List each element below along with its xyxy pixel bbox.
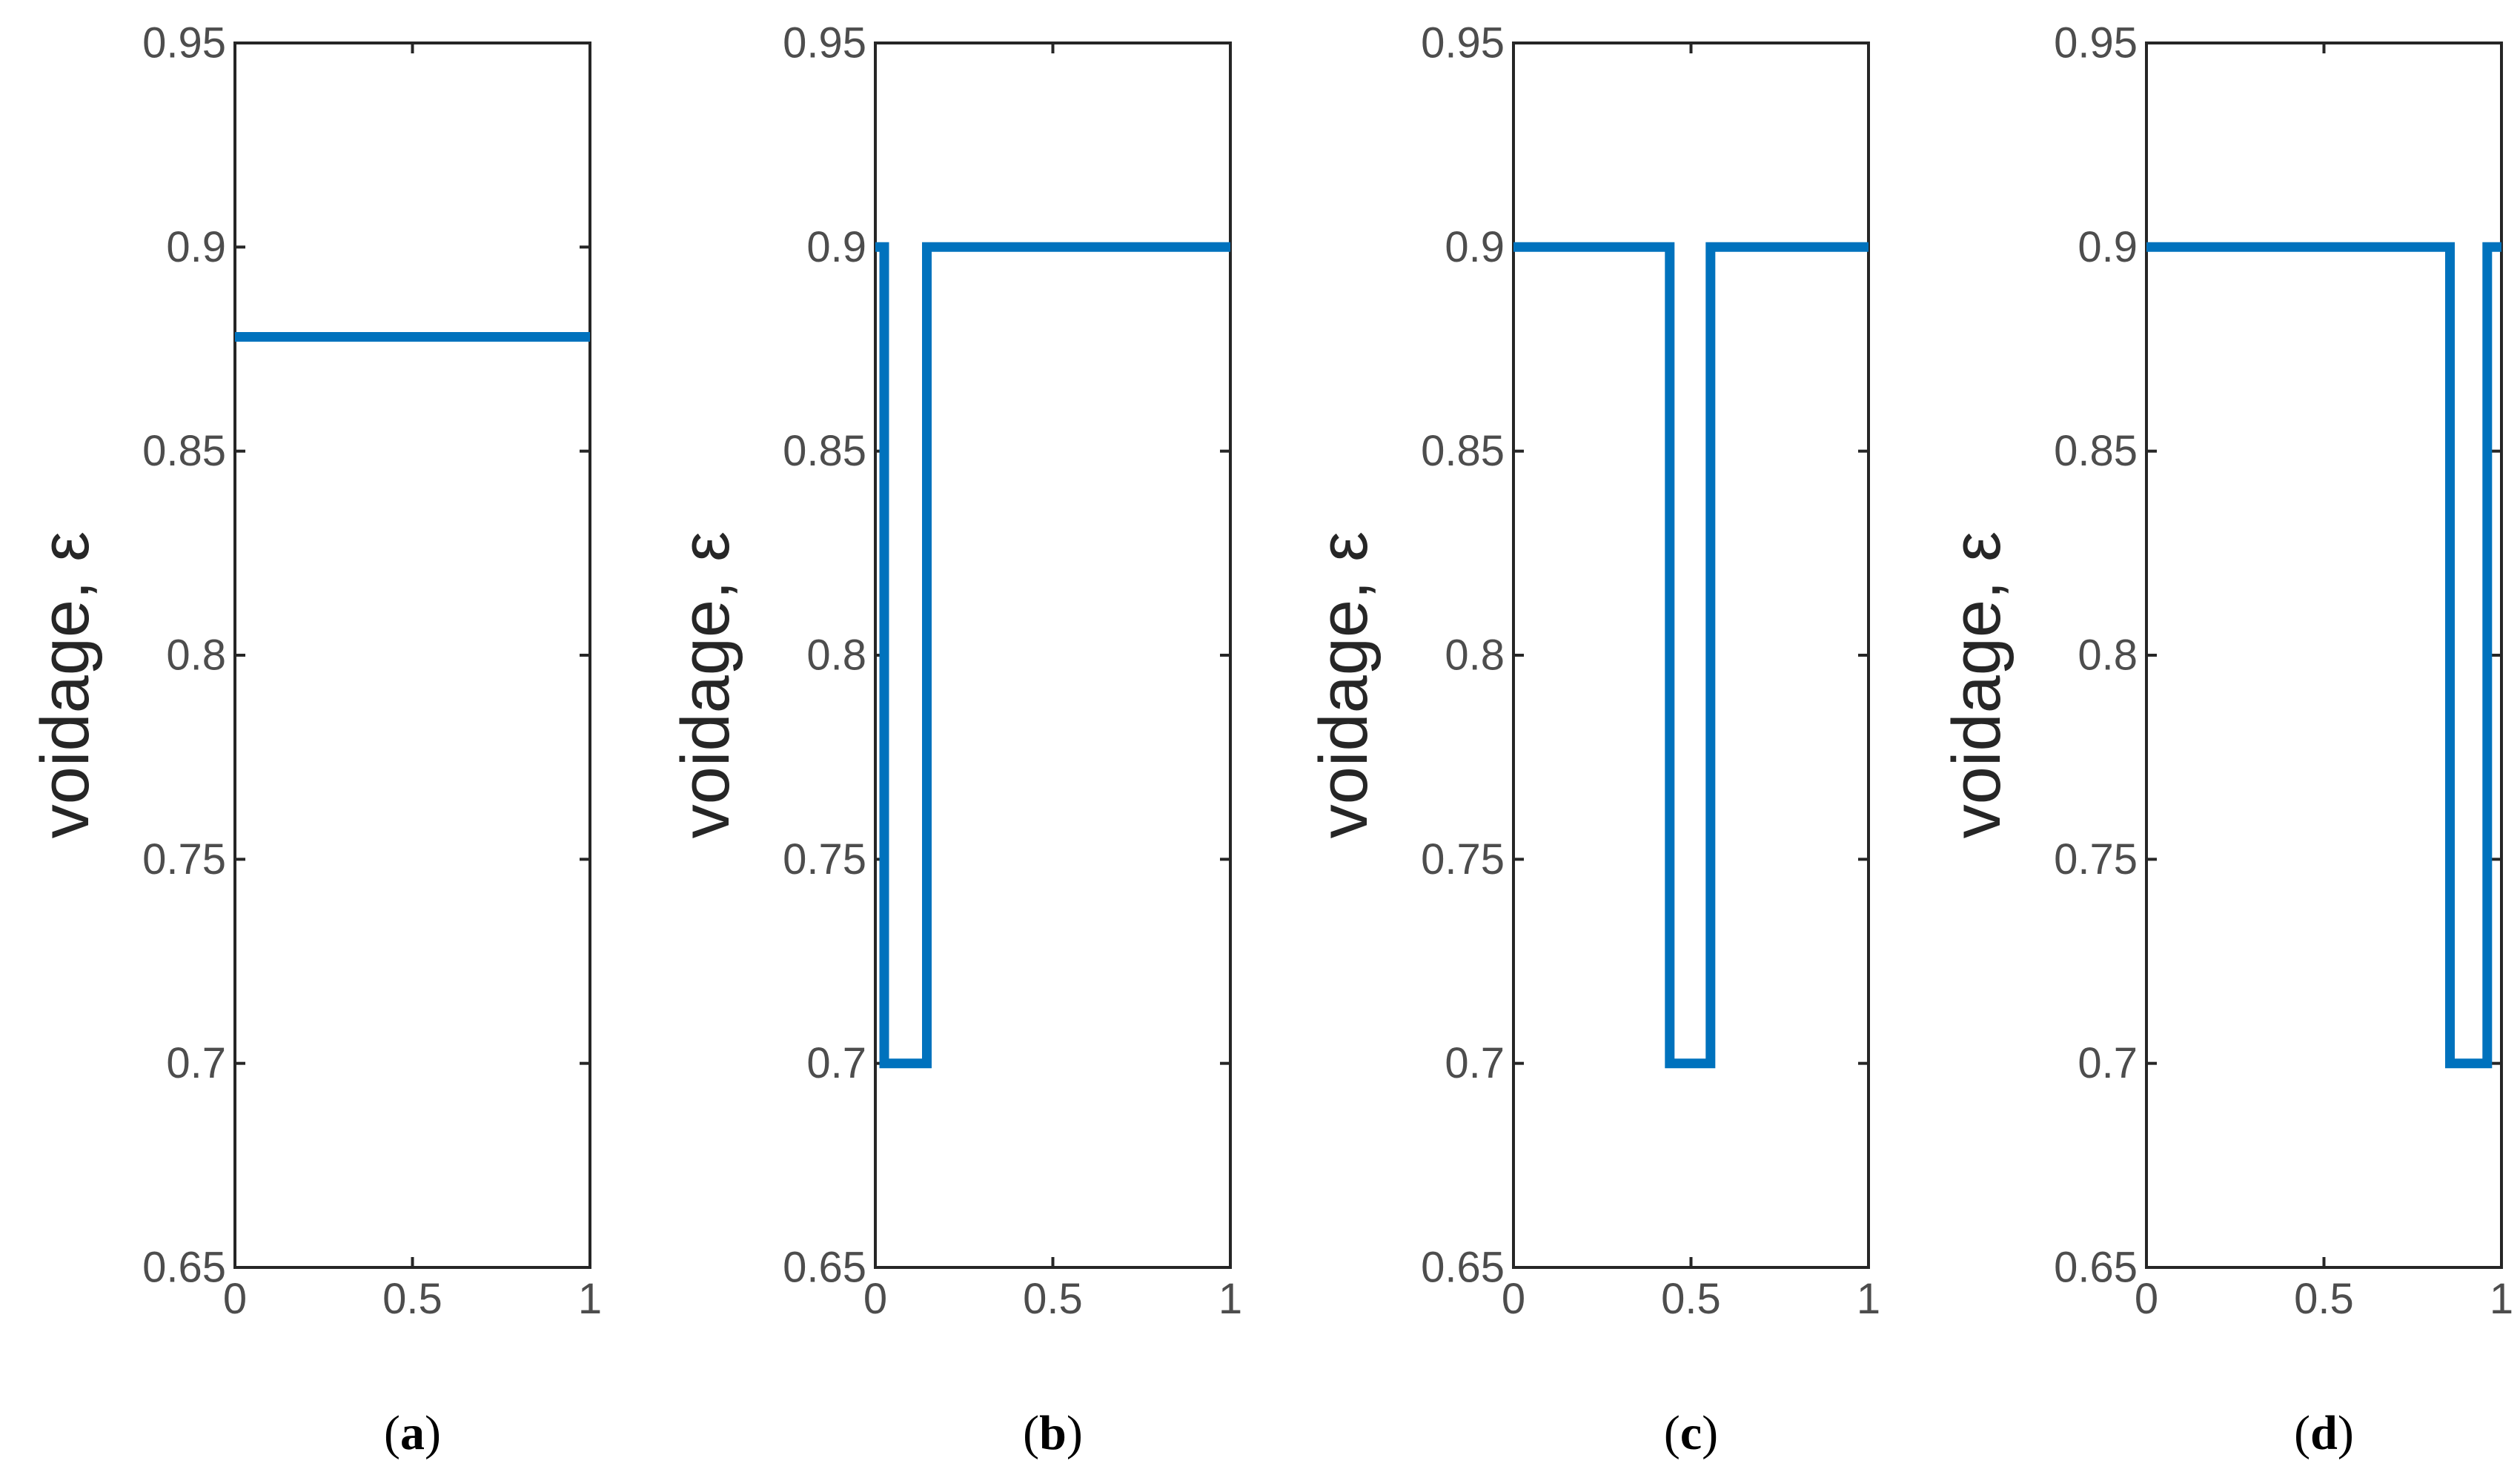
y-axis-label: voidage, ε [1939, 531, 2015, 838]
panel-label-close-paren: ) [2338, 1406, 2354, 1460]
y-tick-label: 0.8 [1445, 631, 1505, 680]
y-tick-label: 0.95 [783, 19, 866, 67]
panel-label-letter: a [400, 1406, 425, 1460]
chart-panel-d: 0.65 0.7 0.75 0.8 0.85 0.9 0.95 0 0.5 1 voidage, ε… [1939, 19, 2513, 1461]
panel-label-close-paren: ) [425, 1406, 441, 1460]
y-tick-label: 0.7 [2078, 1039, 2138, 1087]
y-tick-label: 0.9 [1445, 223, 1505, 271]
panel-label-open-paren: ( [1664, 1406, 1680, 1460]
x-tick-label: 0 [863, 1275, 887, 1323]
axes-box [1512, 42, 1870, 1269]
panel-label: (c) [1664, 1406, 1718, 1460]
x-tick-label: 1 [578, 1275, 602, 1323]
y-tick-label: 0.7 [1445, 1039, 1505, 1087]
y-tick-label: 0.95 [2054, 19, 2138, 67]
x-tick-label: 0.5 [1023, 1275, 1083, 1323]
x-tick-label: 0 [2135, 1275, 2158, 1323]
y-tick-label: 0.8 [806, 631, 866, 680]
y-axis-label: voidage, ε [668, 531, 743, 838]
y-tick-label: 0.65 [142, 1244, 226, 1292]
y-tick-label: 0.9 [166, 223, 226, 271]
panel-label: (a) [384, 1406, 441, 1460]
y-tick-label: 0.7 [806, 1039, 866, 1087]
chart-panel-a: 0.65 0.7 0.75 0.8 0.85 0.9 0.95 0 0.5 1 voidage, ε… [27, 19, 602, 1461]
series-line-voidage [2146, 242, 2501, 1069]
y-tick-label: 0.75 [142, 835, 226, 883]
panel-label: (b) [1023, 1406, 1083, 1460]
panel-label-letter: c [1680, 1406, 1702, 1460]
panel-label-open-paren: ( [1023, 1406, 1039, 1460]
axes-box [233, 42, 591, 1269]
y-tick-label: 0.75 [2054, 835, 2138, 883]
x-tick-label: 0 [1502, 1275, 1525, 1323]
y-tick-label: 0.85 [1421, 427, 1505, 475]
y-tick-label: 0.9 [806, 223, 866, 271]
x-tick-label: 1 [2490, 1275, 2513, 1323]
panel-label-close-paren: ) [1702, 1406, 1718, 1460]
panel-label: (d) [2294, 1406, 2354, 1460]
series-line-voidage [875, 242, 1230, 1069]
y-axis-label: voidage, ε [27, 531, 103, 838]
chart-panel-b: 0.65 0.7 0.75 0.8 0.85 0.9 0.95 0 0.5 1 voidage, ε… [668, 19, 1242, 1461]
y-tick-label: 0.85 [783, 427, 866, 475]
y-tick-label: 0.65 [783, 1244, 866, 1292]
x-tick-label: 1 [1218, 1275, 1242, 1323]
panel-label-letter: b [1039, 1406, 1067, 1460]
panel-label-letter: d [2310, 1406, 2338, 1460]
y-tick-label: 0.9 [2078, 223, 2138, 271]
y-tick-label: 0.7 [166, 1039, 226, 1087]
y-tick-label: 0.95 [142, 19, 226, 67]
chart-panel-c: 0.65 0.7 0.75 0.8 0.85 0.9 0.95 0 0.5 1 voidage, ε… [1306, 19, 1880, 1461]
y-tick-label: 0.8 [2078, 631, 2138, 680]
x-tick-label: 0.5 [382, 1275, 442, 1323]
y-tick-label: 0.95 [1421, 19, 1505, 67]
x-tick-label: 1 [1857, 1275, 1880, 1323]
y-tick-label: 0.75 [1421, 835, 1505, 883]
y-tick-label: 0.65 [1421, 1244, 1505, 1292]
y-tick-label: 0.85 [142, 427, 226, 475]
y-tick-label: 0.85 [2054, 427, 2138, 475]
x-tick-label: 0.5 [1661, 1275, 1721, 1323]
x-tick-label: 0 [223, 1275, 247, 1323]
y-tick-label: 0.65 [2054, 1244, 2138, 1292]
y-tick-label: 0.8 [166, 631, 226, 680]
panel-label-open-paren: ( [2294, 1406, 2310, 1460]
series-line-voidage [1513, 242, 1869, 1069]
panel-label-open-paren: ( [384, 1406, 400, 1460]
y-axis-label: voidage, ε [1306, 531, 1382, 838]
y-tick-label: 0.75 [783, 835, 866, 883]
x-tick-label: 0.5 [2294, 1275, 2354, 1323]
panel-label-close-paren: ) [1067, 1406, 1083, 1460]
